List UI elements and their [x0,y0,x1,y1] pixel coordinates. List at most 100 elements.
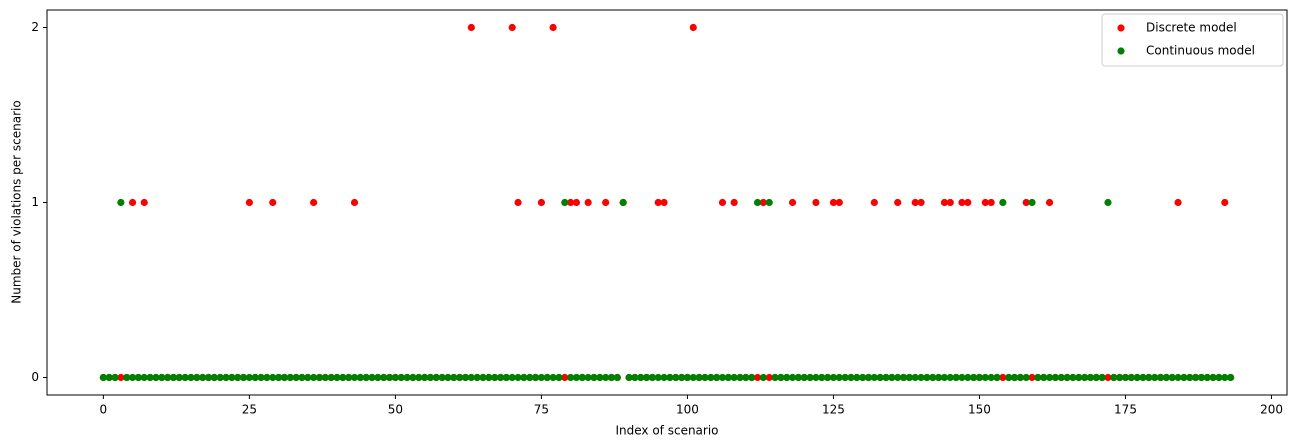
point [1098,373,1106,382]
point [508,373,516,382]
point [444,373,452,382]
point [1063,373,1071,382]
point [140,373,148,382]
point [602,373,610,382]
point [753,373,762,382]
point [1045,373,1054,382]
point [578,373,586,382]
point [304,373,312,382]
point [117,373,125,382]
point [485,373,493,382]
point [590,373,598,382]
point [584,198,592,207]
point [99,373,107,382]
point [1221,198,1229,207]
point [619,198,627,207]
point [1191,373,1200,382]
point [864,373,873,382]
point [274,373,283,382]
point [263,373,271,382]
point [105,373,113,382]
point [310,198,318,207]
point [1186,373,1194,382]
point [432,373,440,382]
point [1104,373,1112,382]
point [204,373,213,382]
point [964,198,972,207]
point [467,373,475,382]
point [689,373,697,382]
point [631,373,639,382]
point [981,198,989,207]
point [426,373,435,382]
point [298,373,306,382]
point [514,373,522,382]
point [970,373,978,382]
point [642,373,651,382]
point [929,373,937,382]
point [193,373,201,382]
point [111,373,119,382]
point [1075,373,1083,382]
point [1215,373,1223,382]
point [713,373,721,382]
x-tick-label: 100 [676,403,699,417]
point [251,373,259,382]
point [812,373,820,382]
point [1057,373,1065,382]
point [1005,373,1013,382]
point [531,373,540,382]
point [759,373,767,382]
point [438,373,446,382]
x-tick-label: 75 [534,403,549,417]
point [169,373,178,382]
point [146,373,154,382]
point [239,373,248,382]
point [479,373,487,382]
point [152,373,160,382]
point [164,373,172,382]
point [286,373,294,382]
y-tick-label: 2 [31,20,39,34]
point [257,373,265,382]
x-tick-label: 25 [242,403,257,417]
point [356,373,364,382]
point [292,373,300,382]
point [1022,373,1030,382]
point [958,198,966,207]
point [882,373,890,382]
point [1174,198,1182,207]
point [718,198,727,207]
point [666,373,674,382]
point [175,373,183,382]
point [321,373,329,382]
point [905,373,913,382]
point [853,373,861,382]
point [964,373,972,382]
x-axis-label: Index of scenario [615,424,718,438]
point [946,373,954,382]
point [1133,373,1141,382]
point [870,198,878,207]
point [1045,198,1054,207]
point [1151,373,1159,382]
point [1145,373,1153,382]
point [806,373,814,382]
point [216,373,224,382]
point [637,373,645,382]
point [1028,373,1036,382]
point [835,373,843,382]
point [1104,198,1112,207]
point [1203,373,1211,382]
point [1069,373,1077,382]
point [596,373,604,382]
point [572,373,581,382]
point [678,373,686,382]
point [934,373,943,382]
point [496,373,505,382]
point [607,373,616,382]
point [368,373,376,382]
point [327,373,335,382]
